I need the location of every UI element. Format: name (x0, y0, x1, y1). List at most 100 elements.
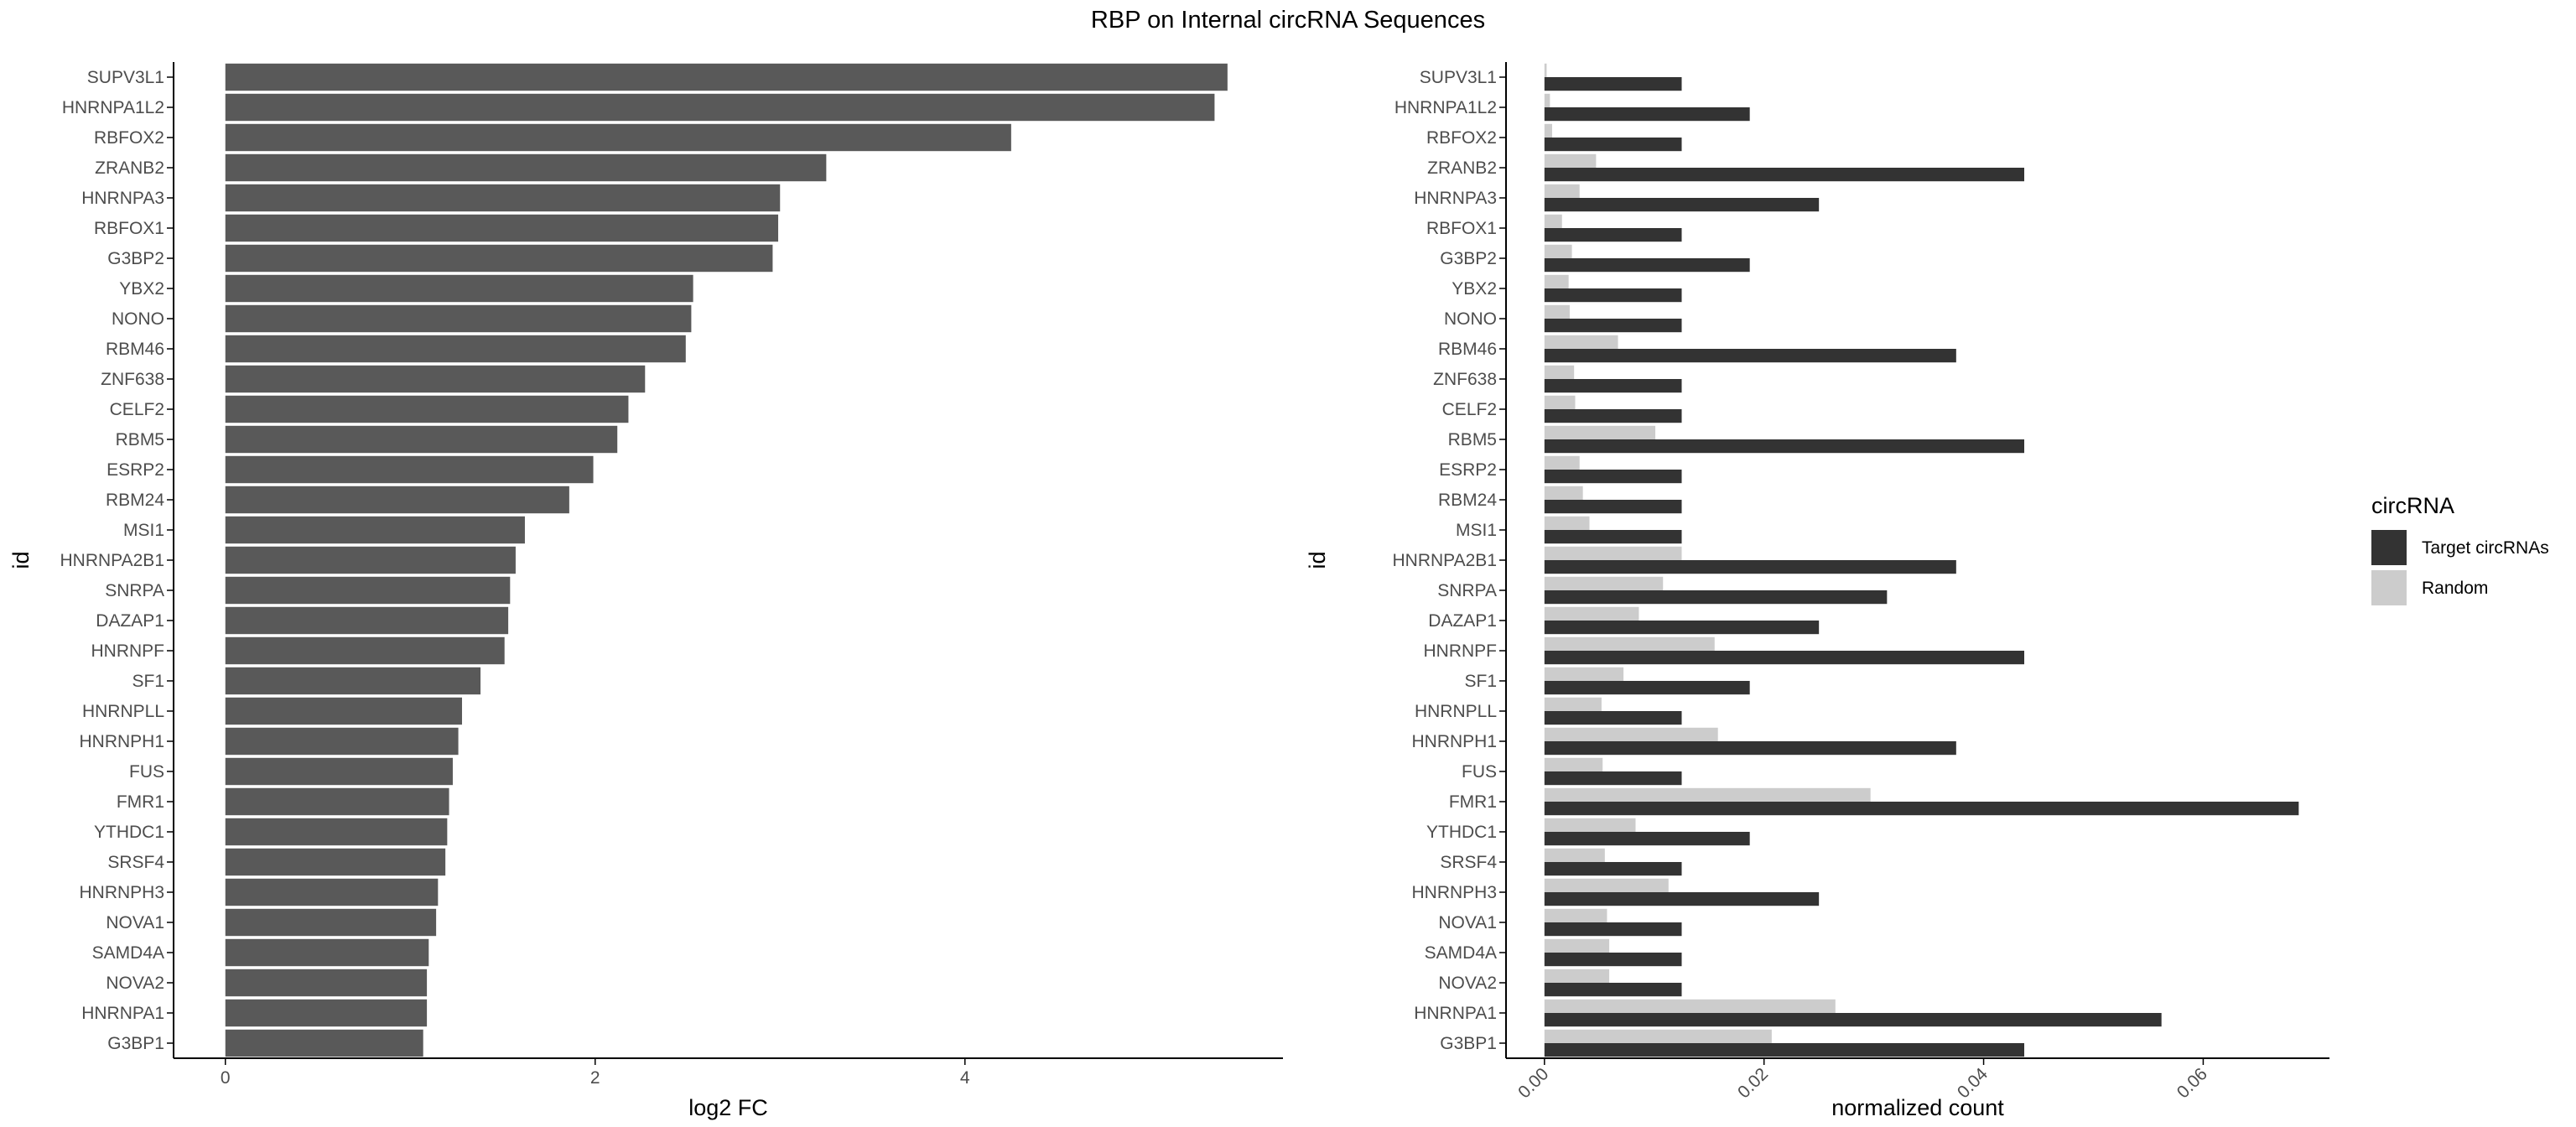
bar-hnrnph3 (225, 878, 439, 906)
bar-random-dazap1 (1544, 606, 1639, 621)
y-tick-label: G3BP2 (1440, 249, 1497, 268)
y-tick-label: HNRNPA3 (1414, 189, 1497, 208)
bar-random-ythdc1 (1544, 818, 1636, 832)
bar-ybx2 (225, 274, 693, 303)
y-tick-label: G3BP1 (107, 1034, 164, 1053)
bar-target-snrpa (1544, 590, 1888, 605)
bar-target-hnrnph3 (1544, 892, 1820, 906)
y-tick-label: RBM24 (1438, 491, 1497, 510)
bar-nova1 (225, 908, 437, 937)
bar-random-rbfox1 (1544, 214, 1562, 228)
x-tick-label: 2 (590, 1068, 600, 1088)
bar-rbm5 (225, 425, 618, 454)
y-tick-label: ZNF638 (1433, 370, 1497, 389)
y-tick-label: HNRNPH3 (1411, 883, 1497, 902)
y-tick-label: G3BP2 (107, 249, 164, 268)
y-tick-label: DAZAP1 (1428, 611, 1497, 631)
bar-target-nova1 (1544, 922, 1682, 937)
bar-target-zranb2 (1544, 168, 2025, 182)
bar-random-msi1 (1544, 516, 1590, 530)
y-tick-label: SF1 (1464, 672, 1497, 691)
bar-random-hnrnpf (1544, 636, 1715, 651)
bar-target-dazap1 (1544, 621, 1820, 635)
bar-hnrnpa1 (225, 999, 428, 1027)
legend-swatch-random (2371, 570, 2407, 605)
y-tick-label: ESRP2 (1439, 460, 1497, 480)
bar-random-hnrnpa1l2 (1544, 93, 1550, 107)
y-tick-label: ZNF638 (101, 370, 164, 389)
bar-snrpa (225, 576, 511, 605)
x-axis-title: log2 FC (688, 1095, 768, 1120)
bar-target-sf1 (1544, 681, 1750, 695)
y-tick-label: HNRNPA3 (81, 189, 164, 208)
y-tick-label: HNRNPA1L2 (62, 98, 164, 117)
bar-g3bp2 (225, 244, 773, 273)
y-tick-label: NOVA1 (1438, 913, 1497, 932)
bar-target-ybx2 (1544, 288, 1682, 303)
bar-random-rbfox2 (1544, 123, 1552, 138)
y-tick-label: FUS (129, 762, 164, 782)
x-axis-title: normalized count (1831, 1095, 2004, 1120)
y-tick-label: HNRNPH3 (79, 883, 164, 902)
bar-random-hnrnph1 (1544, 727, 1718, 741)
bar-esrp2 (225, 455, 594, 484)
y-tick-label: YBX2 (1452, 279, 1497, 299)
x-tick-label: 4 (960, 1068, 970, 1088)
bar-random-g3bp1 (1544, 1029, 1772, 1043)
y-tick-label: MSI1 (1456, 521, 1497, 540)
bar-random-hnrnpa3 (1544, 184, 1580, 198)
bar-rbm46 (225, 335, 686, 363)
y-tick-label: RBFOX2 (1426, 128, 1497, 148)
bar-random-hnrnpa2b1 (1544, 546, 1682, 560)
bar-random-snrpa (1544, 576, 1664, 590)
bar-celf2 (225, 395, 629, 423)
y-tick-label: HNRNPH1 (1411, 732, 1497, 751)
y-tick-label: RBM5 (1448, 430, 1497, 449)
legend-label: Target circRNAs (2422, 538, 2549, 558)
bar-sf1 (225, 667, 481, 695)
bar-random-nono (1544, 304, 1570, 319)
y-tick-label: SUPV3L1 (87, 68, 164, 87)
y-tick-label: RBM46 (1438, 340, 1497, 359)
y-tick-label: ESRP2 (106, 460, 164, 480)
y-tick-label: CELF2 (1442, 400, 1497, 419)
bar-target-g3bp2 (1544, 258, 1750, 273)
bar-target-celf2 (1544, 409, 1682, 423)
bar-rbfox2 (225, 123, 1011, 152)
bar-random-nova1 (1544, 908, 1607, 922)
bar-fmr1 (225, 787, 449, 816)
bar-target-fus (1544, 771, 1682, 786)
y-tick-label: HNRNPA1L2 (1394, 98, 1497, 117)
y-tick-label: SAMD4A (1425, 943, 1497, 963)
bar-hnrnpf (225, 636, 505, 665)
bar-srsf4 (225, 848, 446, 876)
y-tick-label: HNRNPA2B1 (60, 551, 164, 570)
bar-target-hnrnpll (1544, 711, 1682, 725)
bar-target-g3bp1 (1544, 1043, 2025, 1057)
bar-random-celf2 (1544, 395, 1576, 409)
y-tick-label: SRSF4 (1440, 853, 1497, 872)
bar-supv3l1 (225, 63, 1228, 91)
y-tick-label: YBX2 (119, 279, 164, 299)
legend-label: Random (2422, 579, 2488, 598)
y-tick-label: FUS (1462, 762, 1497, 782)
bar-random-fmr1 (1544, 787, 1871, 802)
normalized-count-bar-chart: SUPV3L1 HNRNPA1L2 RBFOX2 ZRANB2 HNRNPA3 RBFOX… (1305, 62, 2329, 1120)
bar-target-msi1 (1544, 530, 1682, 544)
bar-random-srsf4 (1544, 848, 1605, 862)
bar-fus (225, 757, 453, 786)
y-tick-label: HNRNPLL (82, 702, 164, 721)
bar-random-esrp2 (1544, 455, 1580, 470)
y-tick-label: RBFOX1 (1426, 219, 1497, 238)
bar-random-hnrnpll (1544, 697, 1602, 711)
y-tick-label: HNRNPH1 (79, 732, 164, 751)
bar-target-hnrnpa1 (1544, 1013, 2162, 1027)
bar-random-g3bp2 (1544, 244, 1572, 258)
y-tick-label: NOVA2 (106, 974, 164, 993)
bar-target-srsf4 (1544, 862, 1682, 876)
figure-title: RBP on Internal circRNA Sequences (1091, 7, 1485, 34)
bar-random-rbm5 (1544, 425, 1656, 439)
y-tick-label: RBFOX2 (94, 128, 164, 148)
y-tick-label: ZRANB2 (1427, 158, 1497, 178)
bar-msi1 (225, 516, 525, 544)
